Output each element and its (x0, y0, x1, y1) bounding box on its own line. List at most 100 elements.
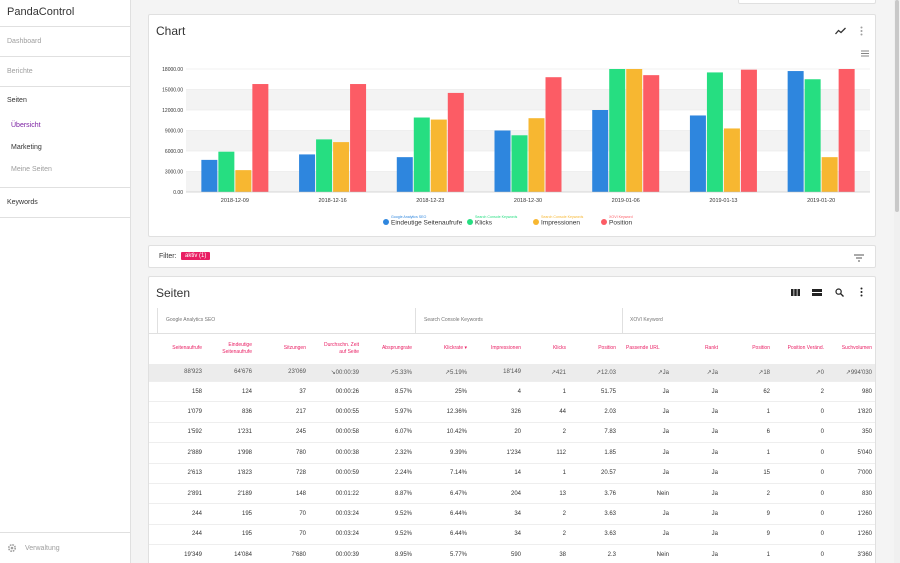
filter-list-icon[interactable] (853, 252, 865, 263)
table-row[interactable]: 2'891 2'189 148 00:01:22 8.87% 6.47% 204 13 3.76… (149, 483, 875, 505)
sidebar-item-berichte[interactable]: Berichte (0, 57, 130, 87)
legend-marker (467, 219, 473, 225)
table-cell: 8.87% (364, 483, 417, 505)
table-cell: 37 (257, 381, 311, 403)
table-cell: 3.63 (571, 524, 621, 546)
sidebar-group-title[interactable]: Seiten (7, 97, 27, 104)
gear-icon (7, 543, 17, 553)
table-cell: 7'000 (829, 463, 875, 484)
table-cell: 124 (207, 381, 257, 403)
page-scrollbar[interactable] (894, 0, 900, 563)
column-header[interactable]: Eindeutige Seitenaufrufe (207, 333, 257, 364)
table-cell: 4 (472, 381, 526, 403)
table-cell: 8.95% (364, 544, 417, 563)
column-header[interactable]: Rankt (674, 333, 723, 364)
table-row[interactable]: 2'889 1'998 780 00:00:38 2.32% 9.39% 1'234 112 1… (149, 442, 875, 464)
table-cell: 19'349 (149, 544, 207, 563)
sidebar-item-meine-seiten[interactable]: Meine Seiten (11, 166, 52, 173)
x-tick-label: 2018-12-30 (514, 198, 542, 204)
total-cell: ↗12.03 (571, 363, 621, 382)
grid-band (186, 130, 870, 151)
table-cell: 0 (775, 503, 829, 525)
bar (689, 115, 706, 192)
bar (821, 157, 838, 192)
sidebar-item-uebersicht[interactable]: Übersicht (11, 122, 41, 129)
table-cell: 148 (257, 483, 311, 505)
bar (592, 110, 609, 192)
table-cell: 6 (723, 422, 775, 444)
y-tick-label: 18000.00 (162, 67, 183, 73)
table-cell: 1 (526, 381, 571, 403)
table-cell: 14 (472, 463, 526, 484)
chart-menu-icon[interactable] (861, 50, 869, 57)
column-header[interactable]: Position (723, 333, 775, 364)
table-row[interactable]: 244 195 70 00:03:24 9.52% 6.44% 34 2 3.63 Ja Ja 9 0 1… (149, 524, 875, 546)
table-cell: 00:01:22 (311, 483, 364, 505)
grid-band (186, 171, 870, 192)
table-cell: 0 (775, 483, 829, 505)
sidebar-item-keywords[interactable]: Keywords (0, 188, 130, 218)
table-cell: 1'820 (829, 401, 875, 423)
column-header[interactable]: Passende URL (621, 333, 674, 364)
table-cell: 1'079 (149, 401, 207, 423)
table-cell: 2 (723, 483, 775, 505)
column-header[interactable]: Absprungrate (364, 333, 417, 364)
column-header[interactable]: Position (571, 333, 621, 364)
total-cell: ↗Ja (621, 363, 674, 382)
table-cell: 12.36% (417, 401, 472, 423)
legend-marker (383, 219, 389, 225)
column-group-header: Google Analytics SEO Search Console Keyw… (149, 308, 875, 333)
column-header[interactable]: Seitenaufrufe (149, 333, 207, 364)
table-cell: 15 (723, 463, 775, 484)
table-cell: 3.76 (571, 483, 621, 505)
bar (740, 69, 757, 192)
filter-label: Filter: (159, 253, 177, 260)
table-cell: 1'234 (472, 442, 526, 464)
column-header[interactable]: Position Veränd. (775, 333, 829, 364)
table-cell: Ja (674, 422, 723, 444)
legend-label: Impressionen (541, 220, 580, 227)
bar (252, 84, 269, 192)
column-header[interactable]: Impressionen (472, 333, 526, 364)
bar (333, 142, 350, 192)
bar (545, 77, 562, 192)
sidebar-footer[interactable]: Verwaltung (0, 532, 131, 563)
bar (413, 117, 430, 192)
bar (804, 79, 821, 192)
table-row[interactable]: 244 195 70 00:03:24 9.52% 6.44% 34 2 3.63 Ja Ja 9 0 1… (149, 503, 875, 525)
table-row[interactable]: 2'613 1'823 728 00:00:59 2.24% 7.14% 14 1 20.57 J… (149, 463, 875, 484)
app-title: PandaControl (0, 0, 130, 27)
sidebar-item-marketing[interactable]: Marketing (11, 144, 42, 151)
table-cell: 590 (472, 544, 526, 563)
sidebar-group-seiten: Seiten Übersicht Marketing Meine Seiten (0, 87, 130, 188)
table-cell: Ja (674, 483, 723, 505)
table-cell: 217 (257, 401, 311, 423)
legend-group-label: XOVI Keyword (609, 215, 633, 219)
more-vert-icon[interactable] (856, 286, 866, 298)
table-row[interactable]: 1'079 836 217 00:00:55 5.97% 12.36% 326 44 2.03 J… (149, 401, 875, 423)
column-header[interactable]: Suchvolumen (829, 333, 875, 364)
view-stream-icon[interactable] (811, 286, 823, 298)
table-cell: Ja (621, 442, 674, 464)
column-header[interactable]: Sitzungen (257, 333, 311, 364)
bar (838, 69, 855, 192)
view-columns-icon[interactable] (789, 286, 801, 298)
table-row[interactable]: 19'349 14'084 7'680 00:00:39 8.95% 5.77% 590 38… (149, 544, 875, 563)
sidebar-item-dashboard[interactable]: Dashboard (0, 27, 130, 57)
scroll-thumb[interactable] (895, 0, 899, 212)
search-icon[interactable] (833, 286, 845, 298)
column-header[interactable]: Klickrate ▾ (417, 333, 472, 364)
column-header[interactable]: Durchschn. Zeit auf Seite (311, 333, 364, 364)
table-cell: 2 (526, 422, 571, 444)
table-row[interactable]: 1'592 1'231 245 00:00:58 6.07% 10.42% 20 2 7.83 J… (149, 422, 875, 444)
table-cell: 9.52% (364, 503, 417, 525)
bar (447, 92, 464, 192)
column-header[interactable]: Klicks (526, 333, 571, 364)
table-cell: 6.47% (417, 483, 472, 505)
more-vert-icon[interactable] (856, 24, 866, 38)
table-row[interactable]: 158 124 37 00:00:26 8.57% 25% 4 1 51.75 Ja Ja 62 2 98… (149, 381, 875, 403)
filter-chip-aktiv[interactable]: aktiv (1) (181, 252, 211, 260)
trend-icon[interactable] (833, 24, 847, 38)
total-cell: 23'069 (257, 363, 311, 382)
table-cell: 5'040 (829, 442, 875, 464)
